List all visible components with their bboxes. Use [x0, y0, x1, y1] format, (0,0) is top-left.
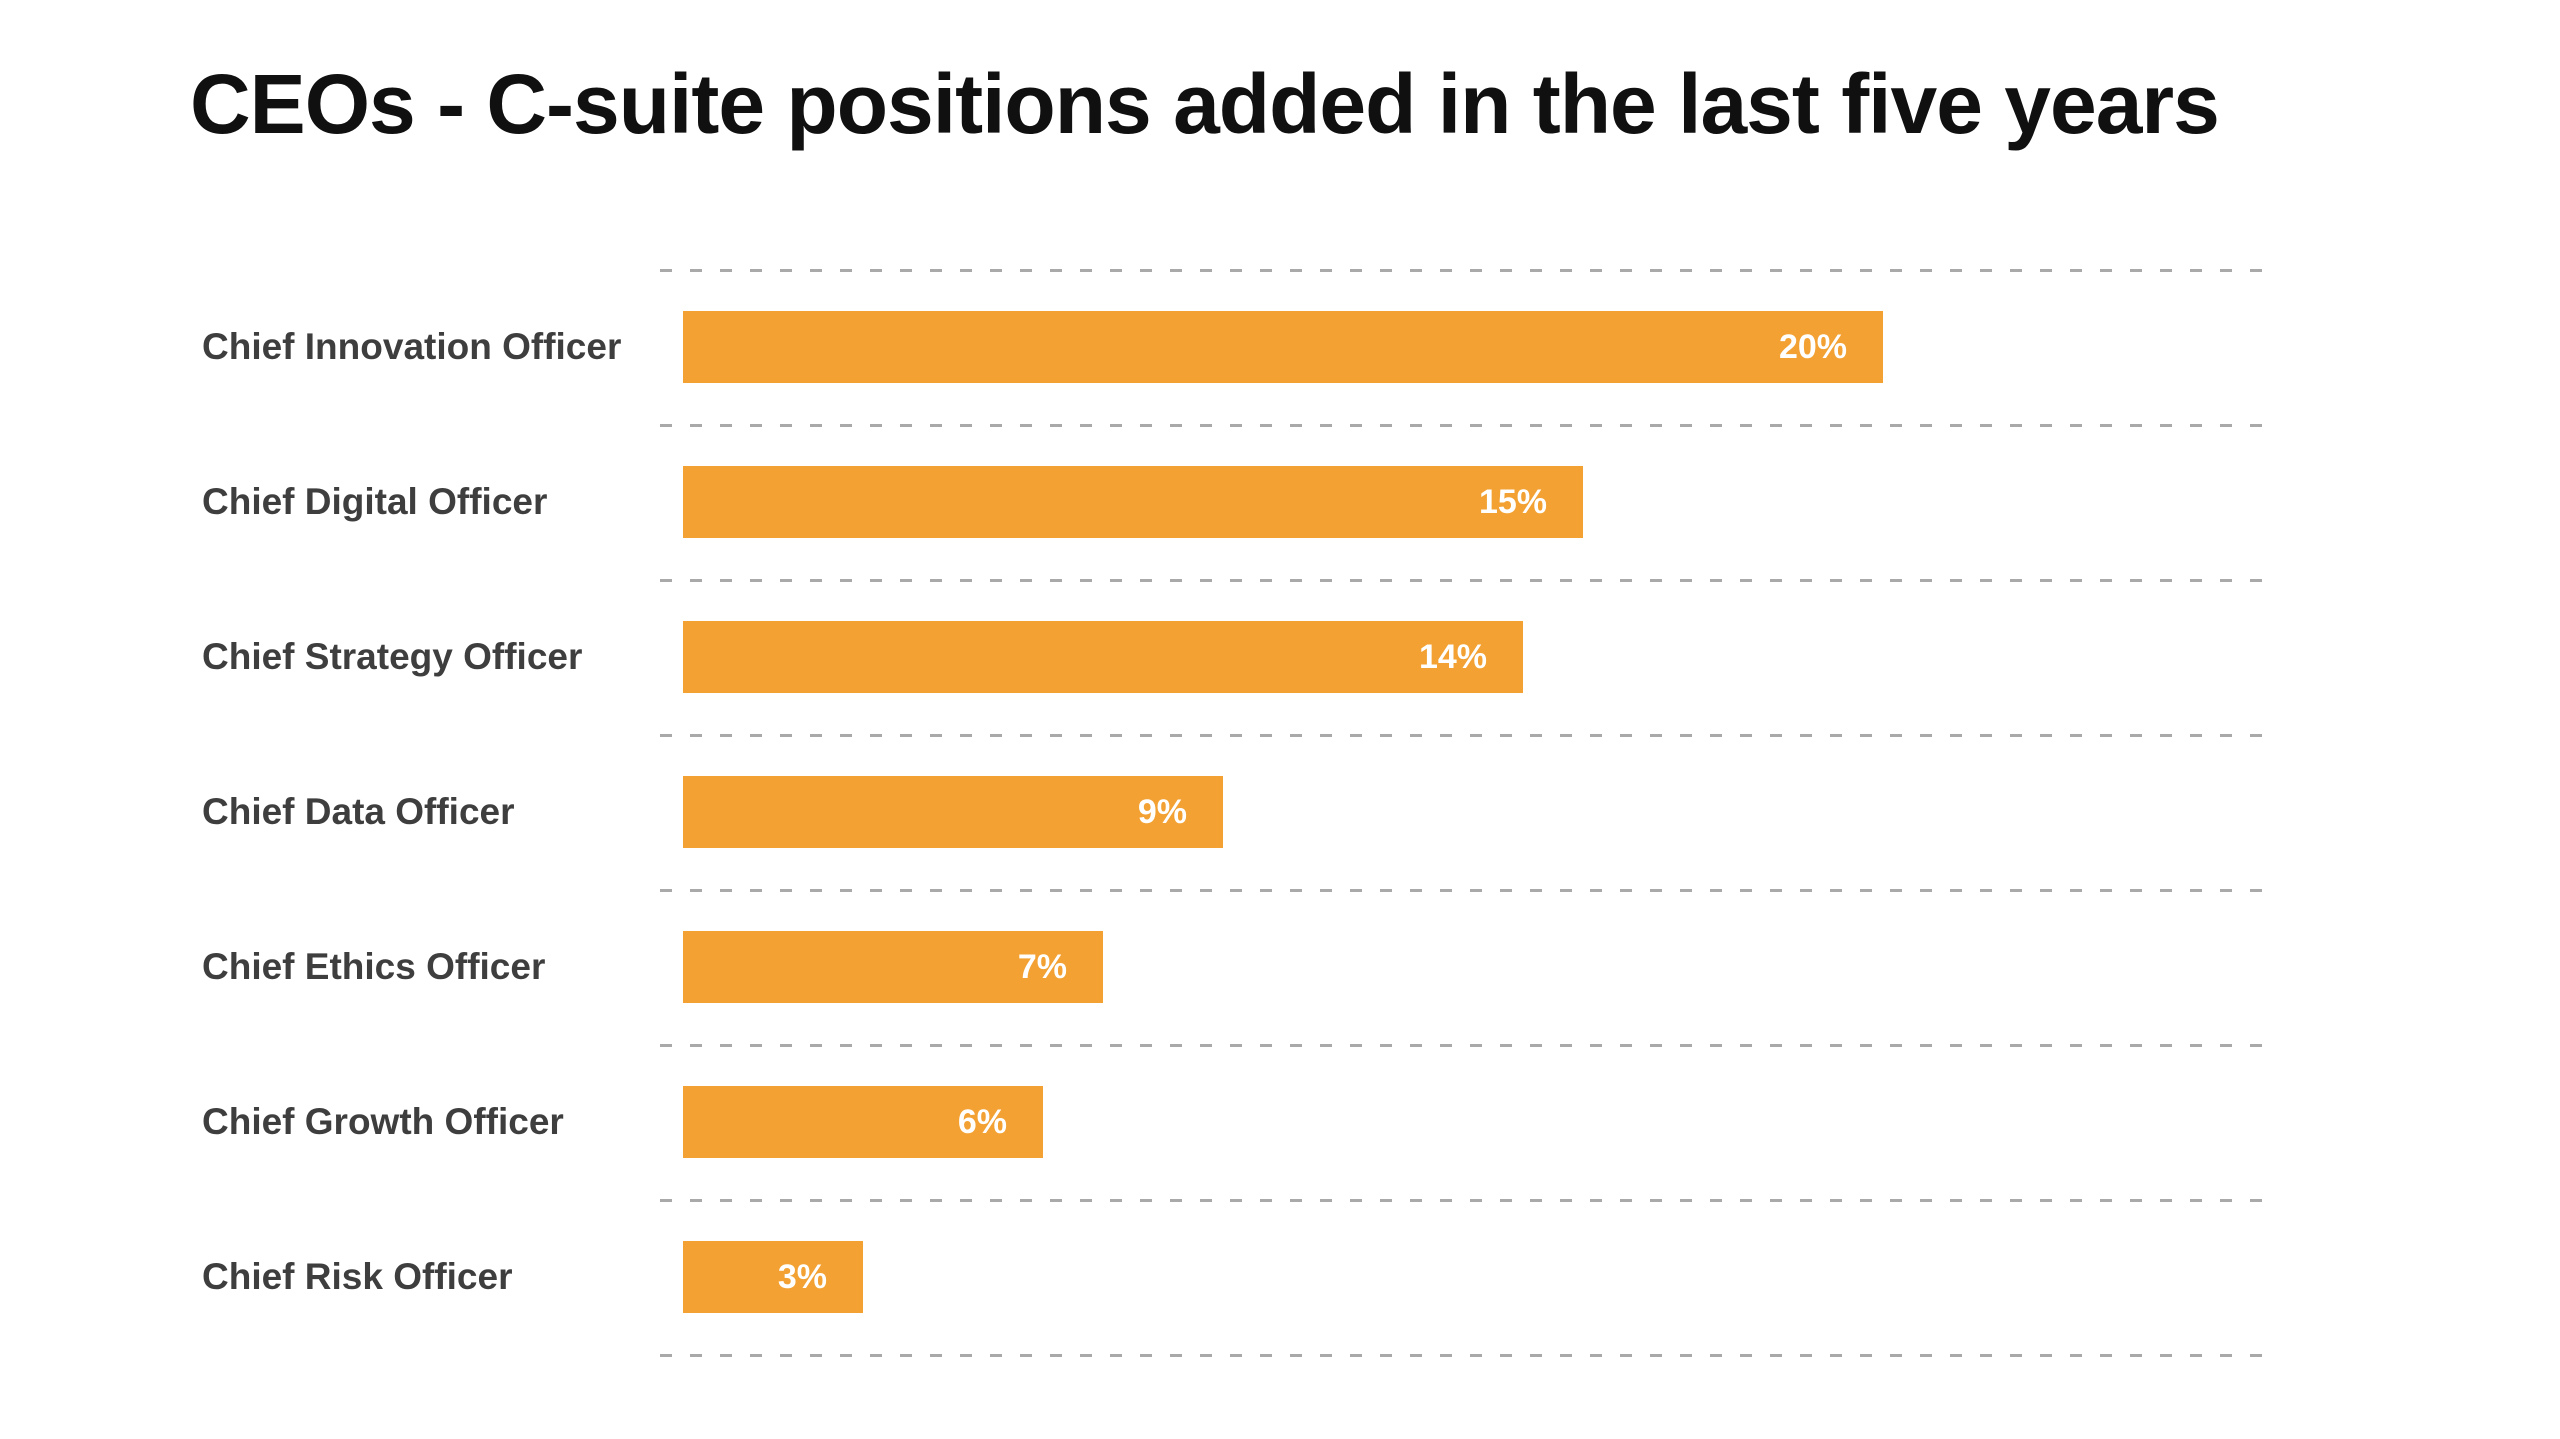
- chart-title: CEOs - C-suite positions added in the la…: [190, 57, 2220, 151]
- category-label: Chief Data Officer: [202, 791, 515, 832]
- bar: 7%: [683, 931, 1103, 1003]
- bar-row: Chief Risk Officer 3%: [0, 1241, 2560, 1313]
- bar-value-label: 20%: [1778, 328, 1847, 366]
- category-label: Chief Growth Officer: [202, 1101, 564, 1142]
- bar-row: Chief Strategy Officer 14%: [0, 621, 2560, 693]
- category-label: Chief Risk Officer: [202, 1256, 513, 1297]
- bar-value-label: 3%: [777, 1258, 827, 1296]
- row-gridline: [660, 734, 2278, 737]
- bar: 15%: [683, 466, 1583, 538]
- bar: 14%: [683, 621, 1523, 693]
- bar-row: Chief Ethics Officer 7%: [0, 931, 2560, 1003]
- row-gridline: [660, 579, 2278, 582]
- bar: 3%: [683, 1241, 863, 1313]
- row-gridline: [660, 889, 2278, 892]
- bar-row: Chief Digital Officer 15%: [0, 466, 2560, 538]
- category-label: Chief Strategy Officer: [202, 636, 583, 677]
- bar-value-label: 15%: [1478, 483, 1547, 521]
- bar-value-label: 7%: [1017, 948, 1067, 986]
- row-gridline: [660, 1044, 2278, 1047]
- bar-row: Chief Growth Officer 6%: [0, 1086, 2560, 1158]
- category-label: Chief Innovation Officer: [202, 326, 622, 367]
- row-gridline: [660, 269, 2278, 272]
- row-gridline: [660, 1354, 2278, 1357]
- row-gridline: [660, 424, 2278, 427]
- bar-row: Chief Innovation Officer 20%: [0, 311, 2560, 383]
- bar: 6%: [683, 1086, 1043, 1158]
- bar-value-label: 9%: [1137, 793, 1187, 831]
- category-label: Chief Ethics Officer: [202, 946, 546, 987]
- row-gridline: [660, 1199, 2278, 1202]
- bar: 9%: [683, 776, 1223, 848]
- bar-row: Chief Data Officer 9%: [0, 776, 2560, 848]
- bar: 20%: [683, 311, 1883, 383]
- bar-value-label: 6%: [957, 1103, 1007, 1141]
- category-label: Chief Digital Officer: [202, 481, 548, 522]
- bar-value-label: 14%: [1418, 638, 1487, 676]
